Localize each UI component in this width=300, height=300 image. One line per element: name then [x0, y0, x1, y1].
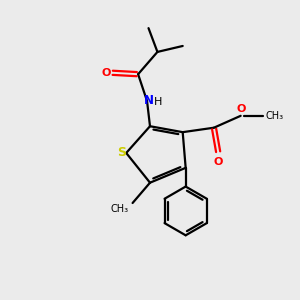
Text: S: S [117, 146, 126, 160]
Text: CH₃: CH₃ [265, 111, 284, 121]
Text: CH₃: CH₃ [111, 205, 129, 214]
Text: H: H [154, 98, 163, 107]
Text: O: O [101, 68, 111, 78]
Text: N: N [143, 94, 154, 107]
Text: O: O [237, 104, 246, 114]
Text: O: O [214, 157, 223, 166]
